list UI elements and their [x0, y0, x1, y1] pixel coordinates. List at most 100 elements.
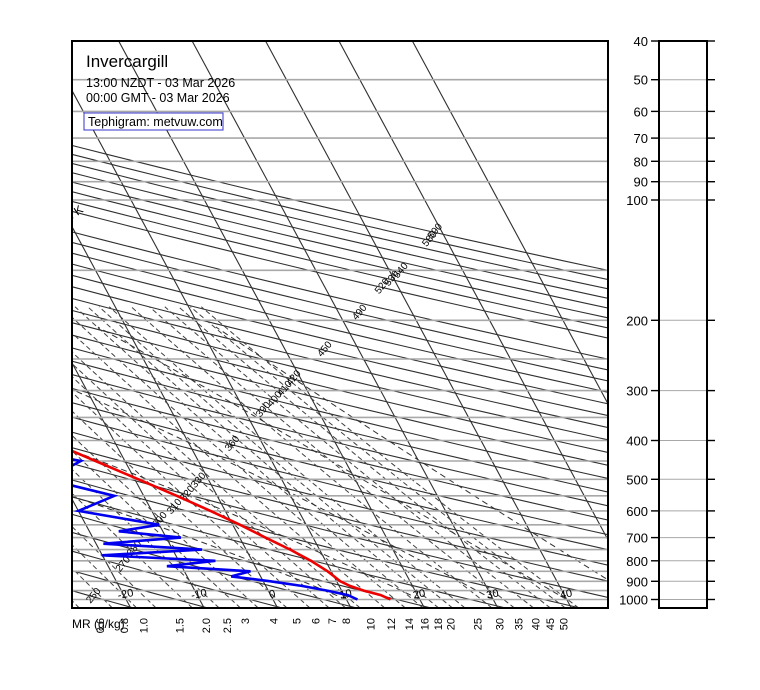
mixing-ratio-line	[164, 306, 535, 608]
mixing-ratio-tick-label: 45	[545, 618, 557, 630]
mixing-ratio-line	[72, 391, 311, 608]
mixing-ratio-tick-label: 6	[310, 618, 322, 624]
mixing-ratio-line	[72, 434, 259, 608]
isentrope-line	[72, 200, 608, 329]
mixing-ratio-tick-label: 1.5	[174, 618, 186, 633]
mixing-ratio-axis: 0.6 0.8 1.0 1.5 2.0 2.5 3 4 5 6 7 8 10 12 14 16 18 20 25 30…	[95, 618, 571, 633]
mixing-ratio-tick-label: 5	[291, 618, 303, 624]
mixing-ratio-line	[72, 525, 157, 608]
pressure-tick-label: 40	[634, 34, 648, 49]
mixing-ratio-tick-label: 2.5	[222, 618, 234, 633]
mixing-ratio-tick-label: 8	[341, 618, 353, 624]
mixing-ratio-line	[130, 306, 493, 608]
mixing-ratio-tick-label: 20	[446, 618, 458, 630]
mixing-ratio-tick-label: 18	[433, 618, 445, 630]
utc-time: 00:00 GMT - 03 Mar 2026	[86, 91, 230, 105]
isentrope-line	[72, 210, 608, 339]
isentrope-line	[72, 231, 608, 360]
mixing-ratio-line	[72, 362, 347, 608]
station-title: Invercargill	[86, 52, 168, 71]
pressure-tick-label: 600	[626, 504, 648, 519]
mixing-ratio-tick-label: 0.6	[95, 618, 107, 633]
mixing-ratio-tick-label: 10	[366, 618, 378, 630]
saturated-adiabat-line	[215, 326, 608, 581]
saturated-adiabat-line	[72, 389, 494, 600]
mixing-ratio-tick-label: 16	[419, 618, 431, 630]
isentrope-line	[72, 241, 608, 371]
dewpoint-trace	[72, 458, 359, 601]
isentrope-line	[72, 479, 581, 608]
pressure-tick-label: 80	[634, 154, 648, 169]
pressure-tick-label: 70	[634, 131, 648, 146]
pressure-axis-panel: 40 50 60 70 80 90 100 200 300 400 500 600 700 800 900 1…	[619, 34, 715, 608]
saturated-adiabat-line	[72, 450, 421, 600]
isotherm-label: 40	[559, 587, 573, 601]
pressure-tick-label: 400	[626, 434, 648, 449]
mixing-ratio-tick-label: 4	[269, 618, 281, 624]
isentrope-line	[72, 263, 608, 393]
mixing-ratio-line	[74, 306, 424, 608]
isentrope-line	[72, 274, 608, 405]
mixing-ratio-tick-label: 7	[327, 618, 339, 624]
plot-frame	[71, 40, 609, 609]
mixing-ratio-line	[108, 306, 466, 608]
mixing-ratio-tick-label: 40	[530, 618, 542, 630]
pressure-tick-label: 1000	[619, 593, 648, 608]
temperature-trace	[72, 449, 392, 601]
isotherm-label: 0	[268, 588, 276, 601]
mixing-ratio-line	[148, 306, 515, 608]
mixing-ratio-line	[72, 351, 361, 608]
mixing-ratio-tick-label: 0.8	[119, 618, 131, 633]
pressure-tick-label: 800	[626, 554, 648, 569]
credit-box[interactable]	[83, 112, 224, 131]
mixing-ratio-line	[200, 306, 580, 608]
mixing-ratio-tick-label: 3	[240, 618, 252, 624]
pressure-tick-label: 60	[634, 104, 648, 119]
mixing-ratio-line	[178, 306, 551, 608]
isentrope-line	[72, 431, 608, 566]
mixing-ratio-axis-label: MR (g/kg)	[72, 617, 125, 631]
isotherm-label: -20	[117, 587, 135, 602]
isentrope-line	[72, 297, 608, 429]
isentrope-line	[72, 286, 608, 417]
saturated-adiabat-line	[97, 326, 567, 600]
mixing-ratio-tick-label: 1.0	[138, 618, 150, 633]
mixing-ratio-tick-label: 30	[495, 618, 507, 630]
pressure-tick-label: 90	[634, 175, 648, 190]
header-block: Invercargill 13:00 NZDT - 03 Mar 2026 00…	[83, 52, 235, 131]
mixing-ratio-line	[72, 316, 406, 608]
pressure-tick-label: 900	[626, 574, 648, 589]
pressure-tick-label: 300	[626, 384, 648, 399]
isotherm-label: -10	[190, 587, 208, 602]
wind-panel-frame	[658, 40, 708, 609]
pressure-tick-label: 500	[626, 472, 648, 487]
saturated-adiabat-line	[72, 495, 347, 600]
mixing-ratio-tick-label: 25	[472, 618, 484, 630]
pressure-tick-label: 200	[626, 313, 648, 328]
isentrope-line	[72, 496, 506, 608]
mixing-ratio-tick-label: 50	[559, 618, 571, 630]
pressure-tick-label: 700	[626, 531, 648, 546]
mixing-ratio-tick-label: 14	[404, 618, 416, 630]
pressure-tick-label: 100	[626, 193, 648, 208]
local-time: 13:00 NZDT - 03 Mar 2026	[86, 76, 235, 90]
mixing-ratio-line	[190, 306, 566, 608]
isentrope-line	[72, 322, 608, 454]
mixing-ratio-line	[72, 410, 288, 608]
isentrope-line	[72, 309, 608, 441]
isentrope-line	[72, 252, 608, 382]
pressure-tick-label: 50	[634, 73, 648, 88]
mixing-ratio-line	[72, 376, 330, 608]
mixing-ratio-tick-label: 35	[514, 618, 526, 630]
mixing-ratio-tick-label: 2.0	[201, 618, 213, 633]
credit-label: Tephigram: metvuw.com	[88, 115, 223, 129]
isentrope-line	[72, 402, 608, 536]
